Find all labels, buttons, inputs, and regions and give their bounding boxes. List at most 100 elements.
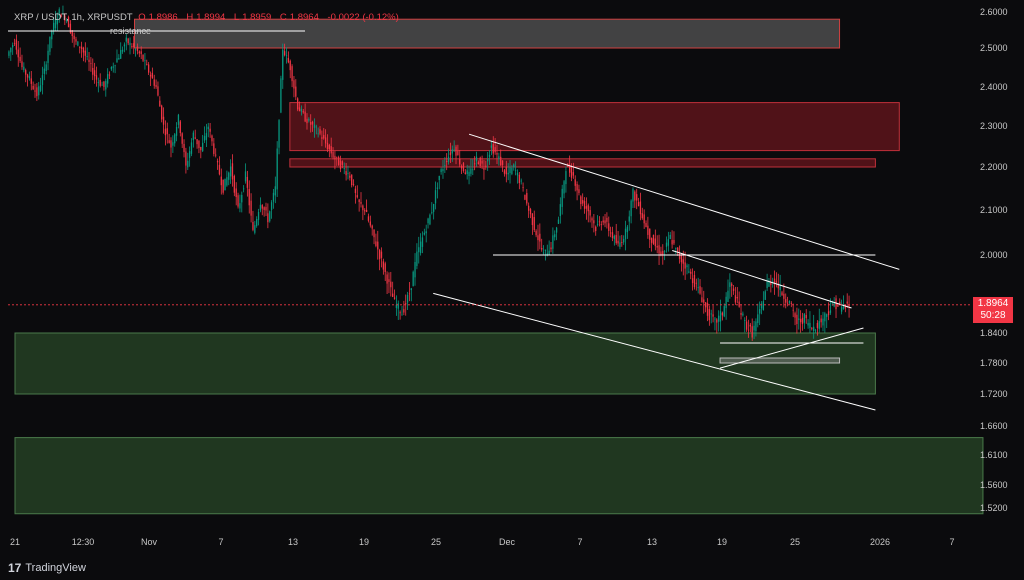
candle-body [706,303,709,316]
candle-body [304,111,306,122]
candle-body [198,140,200,148]
candle-body [300,108,303,112]
candle-body [677,247,679,253]
candle-body [192,132,195,141]
candle-body [686,265,688,268]
candle-body [265,207,267,211]
candle-body [798,318,800,320]
candle-body [272,192,275,202]
candle-body [311,121,314,125]
candle-body [405,303,407,305]
candle-body [656,246,658,248]
candle-body [518,174,520,184]
resistance-zone-2 [289,158,876,168]
candle-body [330,146,332,154]
candle-body [807,322,809,326]
x-tick-label: 7 [949,537,954,547]
candle-body [710,313,712,315]
candle-body [487,159,489,162]
candle-body [457,150,459,156]
candle-body [669,234,671,240]
candle-body [200,146,202,151]
candle-body [215,154,217,156]
candle-body [734,295,737,303]
candle-body [451,149,453,154]
candle-body [239,203,241,209]
candle-body [511,167,513,174]
candle-body [84,50,86,56]
candle-body [568,165,571,173]
candle-body [427,218,429,224]
candle-body [773,278,776,284]
candle-body [263,207,265,210]
candle-body [166,128,168,135]
candle-body [829,310,832,313]
candle-body [611,232,614,238]
candle-body [13,43,16,45]
candle-body [295,86,297,97]
candle-body [207,126,209,130]
candle-body [660,251,662,256]
candle-body [108,74,111,76]
tradingview-logo[interactable]: 17 TradingView [8,561,86,575]
candle-body [356,195,358,198]
candle-body [731,283,733,286]
candle-body [10,47,12,53]
candle-body [365,209,368,212]
candle-body [781,292,783,296]
tradingview-wordmark: TradingView [25,562,86,574]
x-tick-label: 13 [647,537,657,547]
candle-body [503,170,506,174]
candle-body [32,85,34,90]
candle-body [54,18,57,29]
candle-body [323,135,325,139]
candle-body [799,319,802,323]
candle-body [336,156,338,158]
candle-body [835,298,837,310]
price-chart[interactable]: resistance 2.6000 2.5000 2.4000 2.3000 2.2000… [0,0,1024,556]
x-tick-label: 2026 [870,537,890,547]
current-price-value: 1.8964 [977,298,1009,309]
candle-body [319,129,321,134]
candle-body [494,147,496,153]
candle-body [639,201,642,215]
candle-body [241,194,243,203]
candle-body [434,190,437,204]
candle-body [472,169,474,171]
candle-body [414,262,416,278]
candle-body [663,251,666,253]
candle-body [328,144,330,150]
candle-body [8,51,10,56]
candle-body [185,151,187,166]
candle-body [181,133,183,144]
candle-body [112,66,114,68]
candle-body [595,226,597,232]
candle-body [218,164,221,175]
candle-body [777,283,779,289]
candle-body [583,200,586,209]
candle-body [56,18,59,25]
candle-body [714,318,716,320]
candle-body [73,35,75,40]
candle-body [425,231,427,234]
candle-body [637,202,640,207]
candle-body [455,146,457,156]
candle-body [589,210,591,216]
candle-body [205,133,208,140]
candle-body [125,37,127,42]
candle-body [289,60,291,71]
candle-body [490,145,493,148]
candle-body [118,57,120,60]
candle-body [149,74,152,77]
candle-body [650,238,653,243]
candle-body [468,171,470,177]
candle-body [347,173,349,174]
candle-body [693,274,696,288]
candle-body [19,56,21,62]
candle-body [345,171,347,176]
candle-body [786,302,789,304]
candle-body [827,311,830,316]
candle-body [105,80,107,90]
candle-body [697,287,699,289]
candle-body [742,313,744,316]
